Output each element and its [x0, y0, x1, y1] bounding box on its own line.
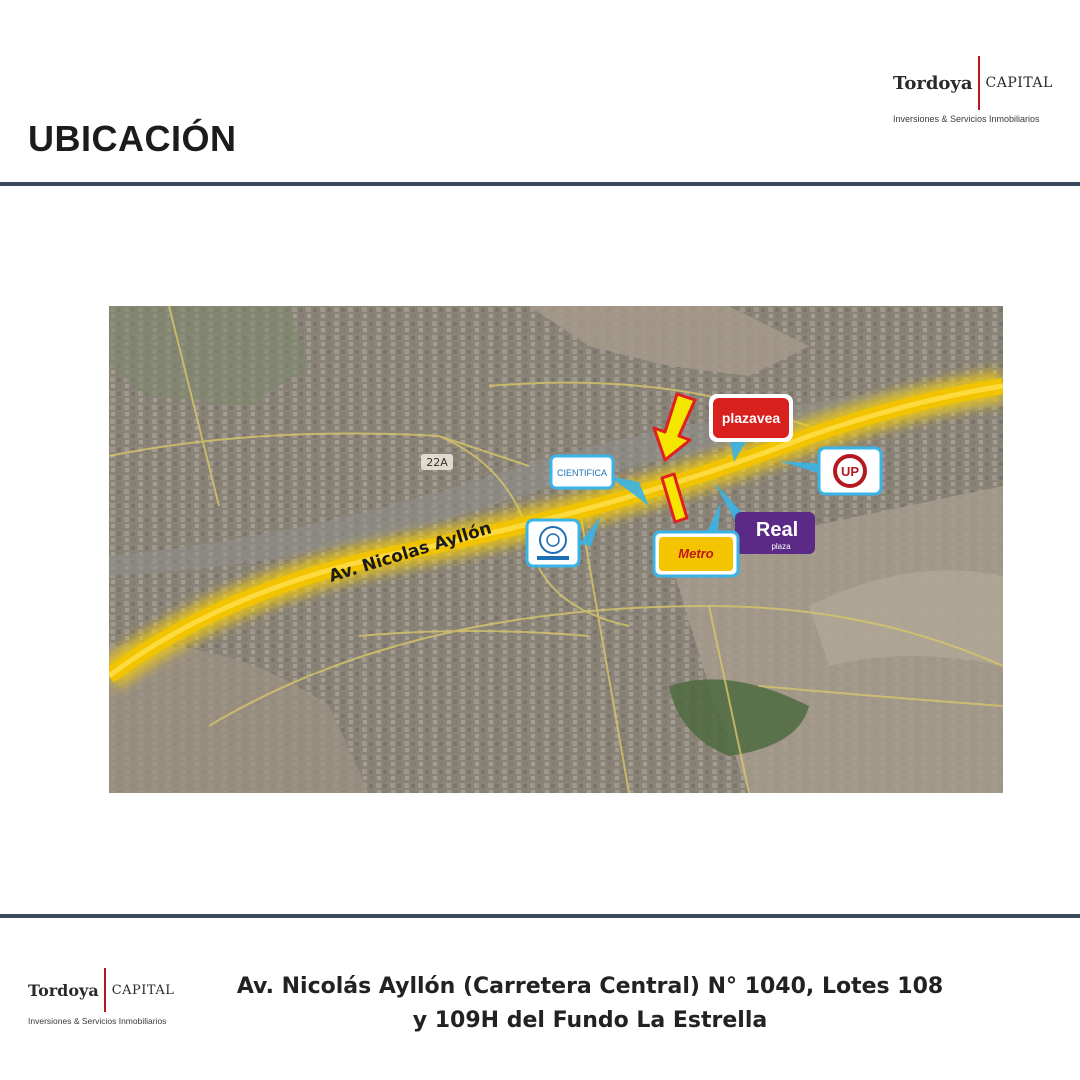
svg-text:Metro: Metro	[678, 546, 713, 561]
marker-up-icon: UP	[817, 446, 883, 496]
footer-logo-divider	[103, 968, 106, 1012]
address-line-2: y 109H del Fundo La Estrella	[412, 1008, 768, 1033]
footer-divider	[0, 914, 1080, 918]
footer-logo: Tordoya CAPITAL Inversiones & Servicios …	[28, 968, 174, 1026]
page-title: UBICACIÓN	[28, 118, 237, 159]
address-line-1: Av. Nicolás Ayllón (Carretera Central) N…	[236, 974, 944, 999]
logo-brand: Tordoya	[893, 72, 973, 94]
footer-logo-tagline: Inversiones & Servicios Inmobiliarios	[28, 1016, 167, 1026]
logo-tagline: Inversiones & Servicios Inmobiliarios	[893, 114, 1040, 124]
company-logo: Tordoya CAPITAL Inversiones & Servicios …	[893, 56, 1053, 124]
footer-logo-brand: Tordoya	[28, 980, 99, 1000]
svg-text:plaza: plaza	[771, 542, 791, 551]
svg-text:CIENTIFICA: CIENTIFICA	[557, 468, 607, 478]
map-image: Av. Nicolas Ayllón 22A plazavea	[109, 306, 1003, 793]
svg-text:plazavea: plazavea	[722, 410, 781, 426]
header-divider	[0, 182, 1080, 186]
property-arrow-icon	[652, 392, 697, 462]
logo-divider	[977, 56, 980, 110]
property-address: Av. Nicolás Ayllón (Carretera Central) N…	[230, 970, 950, 1038]
marker-seal-icon	[525, 518, 581, 568]
svg-text:Real: Real	[756, 519, 798, 541]
marker-cientifica-icon: CIENTIFICA	[549, 454, 615, 490]
logo-capital: CAPITAL	[985, 75, 1053, 91]
property-bar-icon	[660, 472, 689, 524]
route-badge: 22A	[421, 454, 453, 470]
svg-text:22A: 22A	[426, 456, 448, 469]
svg-text:UP: UP	[841, 464, 859, 479]
marker-plazavea-icon: plazavea	[709, 394, 793, 442]
location-map: Av. Nicolas Ayllón 22A plazavea	[109, 306, 1003, 793]
marker-metro-icon: Metro	[652, 530, 740, 578]
footer-logo-capital: CAPITAL	[111, 982, 175, 998]
marker-real-plaza-icon: Real plaza	[735, 512, 815, 554]
